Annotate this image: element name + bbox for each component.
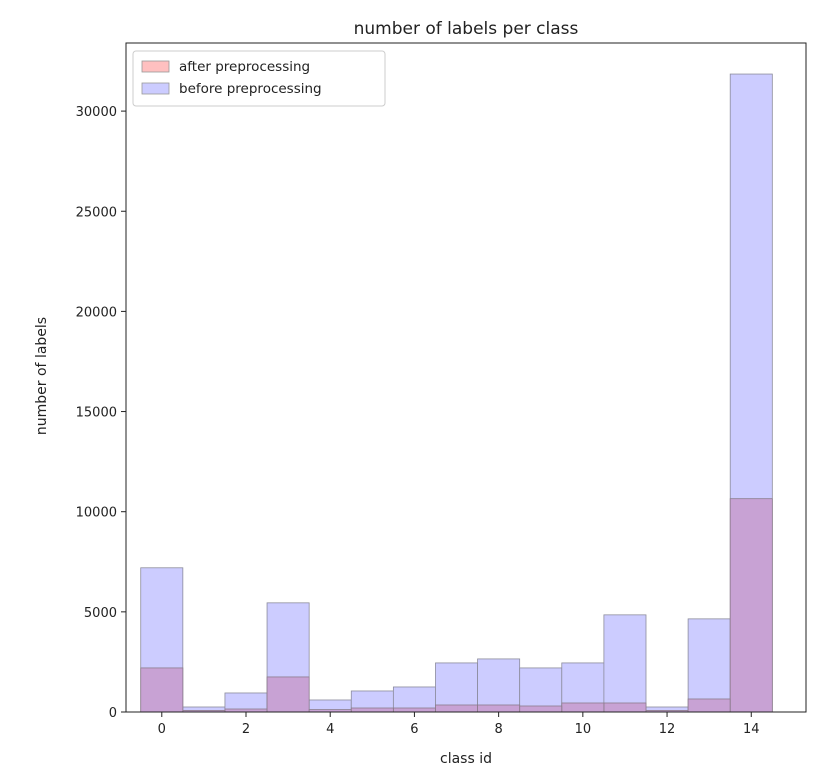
bar-overlap-9	[519, 705, 562, 712]
legend: after preprocessing before preprocessing	[132, 50, 386, 107]
y-tick-label: 5000	[84, 606, 117, 621]
bar-overlap-0	[140, 667, 183, 712]
bar-before-11	[603, 614, 647, 713]
bar-before-7	[435, 662, 478, 713]
legend-box	[132, 50, 386, 107]
bar-overlap-13	[688, 698, 731, 712]
x-tick-label: 4	[326, 722, 334, 737]
y-tick-label: 30000	[76, 105, 117, 120]
bar-overlap-3	[267, 676, 310, 712]
bar-overlap-1	[182, 710, 225, 712]
legend-swatch-after	[141, 60, 170, 73]
bar-overlap-12	[646, 710, 689, 712]
y-tick-label: 10000	[76, 506, 117, 521]
x-axis: 0 2 4 6 8 10 12 14	[158, 712, 760, 737]
y-axis-label: number of labels	[34, 317, 50, 435]
bar-overlap-5	[351, 707, 394, 712]
bars-before-preprocessing	[140, 73, 773, 713]
bar-overlap-4	[309, 709, 352, 712]
x-tick-label: 14	[743, 722, 760, 737]
bar-overlap-14	[730, 498, 773, 712]
chart-title: number of labels per class	[354, 19, 579, 39]
bar-before-9	[519, 667, 563, 713]
bar-before-13	[687, 618, 731, 713]
legend-label-before: before preprocessing	[179, 81, 322, 97]
y-tick-label: 25000	[76, 205, 117, 220]
plot-frame	[125, 42, 807, 713]
bar-overlap-8	[477, 704, 520, 712]
y-tick-label: 20000	[76, 305, 117, 320]
x-tick-label: 12	[659, 722, 676, 737]
bar-overlap-10	[561, 702, 604, 712]
legend-label-after: after preprocessing	[179, 59, 310, 75]
y-tick-label: 15000	[76, 406, 117, 421]
bar-overlap-2	[224, 708, 268, 712]
x-tick-label: 8	[494, 722, 502, 737]
bars-overlap	[140, 498, 773, 712]
bar-overlap-11	[603, 702, 646, 712]
bar-overlap-6	[393, 707, 436, 712]
bar-overlap-7	[435, 704, 478, 712]
x-axis-label: class id	[440, 751, 492, 767]
x-tick-label: 2	[242, 722, 250, 737]
y-tick-label: 0	[109, 706, 117, 721]
legend-swatch-before	[141, 82, 170, 95]
x-tick-label: 10	[575, 722, 592, 737]
y-axis: 0 5000 10000 15000 20000 25000 30000	[76, 105, 126, 721]
x-tick-label: 6	[410, 722, 418, 737]
x-tick-label: 0	[158, 722, 166, 737]
bar-before-8	[477, 658, 521, 713]
